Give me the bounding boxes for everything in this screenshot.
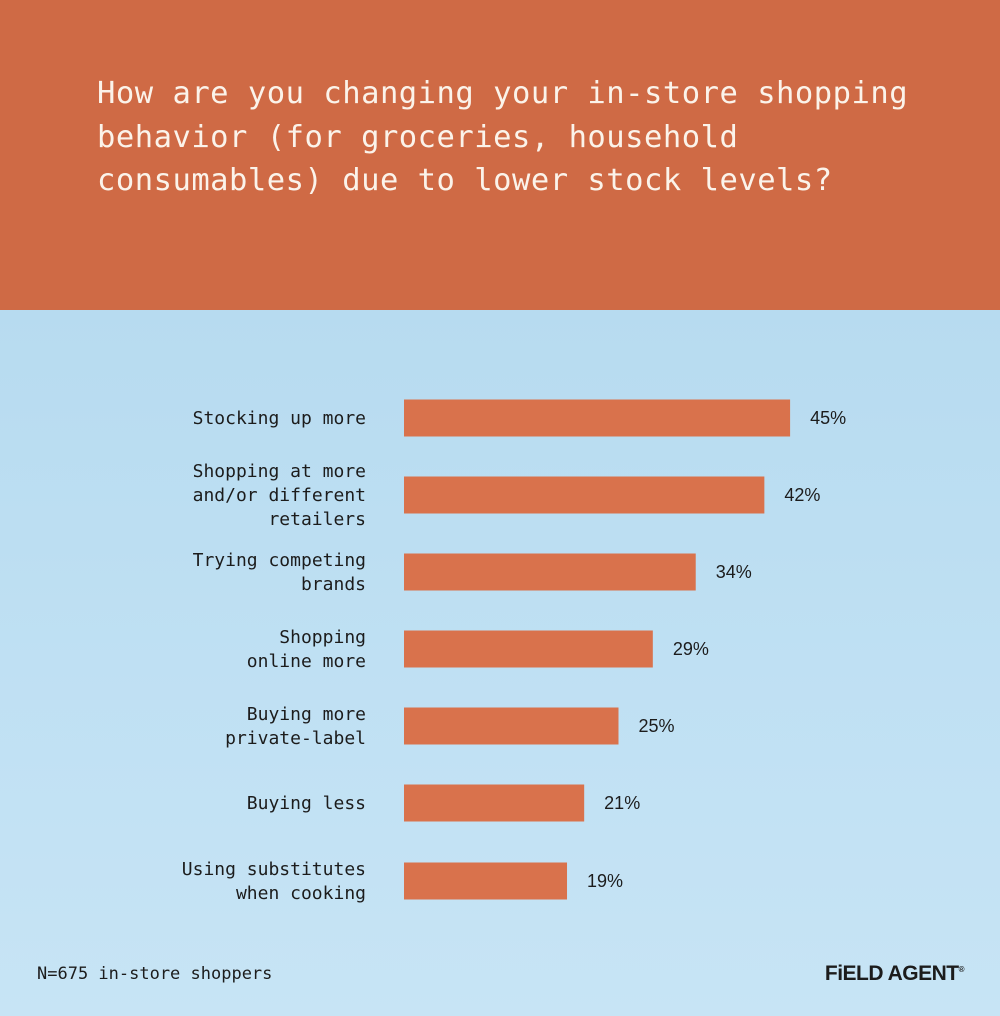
bar xyxy=(404,784,585,822)
value-label: 45% xyxy=(810,408,846,428)
category-label: Stocking up more xyxy=(193,408,366,429)
value-label: 29% xyxy=(673,639,709,659)
bar xyxy=(404,630,653,668)
category-label-line: Shopping at more xyxy=(193,461,366,482)
category-label-line: brands xyxy=(301,574,366,595)
category-label-line: when cooking xyxy=(236,883,366,904)
category-label-line: Shopping xyxy=(279,627,366,648)
value-label: 21% xyxy=(604,793,640,813)
category-label-line: and/or different xyxy=(193,485,366,506)
value-label: 34% xyxy=(716,562,752,582)
chart-title: How are you changing your in-store shopp… xyxy=(97,76,909,198)
category-label-line: Buying less xyxy=(247,793,366,814)
bar xyxy=(404,399,791,437)
bar xyxy=(404,862,568,900)
value-label: 25% xyxy=(639,716,675,736)
bar xyxy=(404,707,619,745)
category-label: Using substitutes when cooking xyxy=(182,859,366,904)
bar xyxy=(404,553,696,591)
bar xyxy=(404,476,765,514)
category-label-line: online more xyxy=(247,651,366,672)
category-label: Buying less xyxy=(247,793,366,814)
category-label-line: retailers xyxy=(268,509,366,530)
value-label: 42% xyxy=(784,485,820,505)
category-label: Shopping at more and/or different retailer… xyxy=(193,461,366,530)
category-label-line: Stocking up more xyxy=(193,408,366,429)
category-label: Buying more private-label xyxy=(225,704,366,749)
category-label-line: Trying competing xyxy=(193,550,366,571)
category-label: Trying competing brands xyxy=(193,550,366,595)
brand-logo: FiELD AGENT® xyxy=(824,962,965,985)
header-banner: How are you changing your in-store shopp… xyxy=(0,0,1000,310)
sample-size-note: N=675 in-store shoppers xyxy=(37,964,273,984)
value-label: 19% xyxy=(587,871,623,891)
category-label-line: Using substitutes xyxy=(182,859,366,880)
category-label-line: private-label xyxy=(225,728,366,749)
category-label: Shopping online more xyxy=(247,627,366,672)
category-label-line: Buying more xyxy=(247,704,366,725)
